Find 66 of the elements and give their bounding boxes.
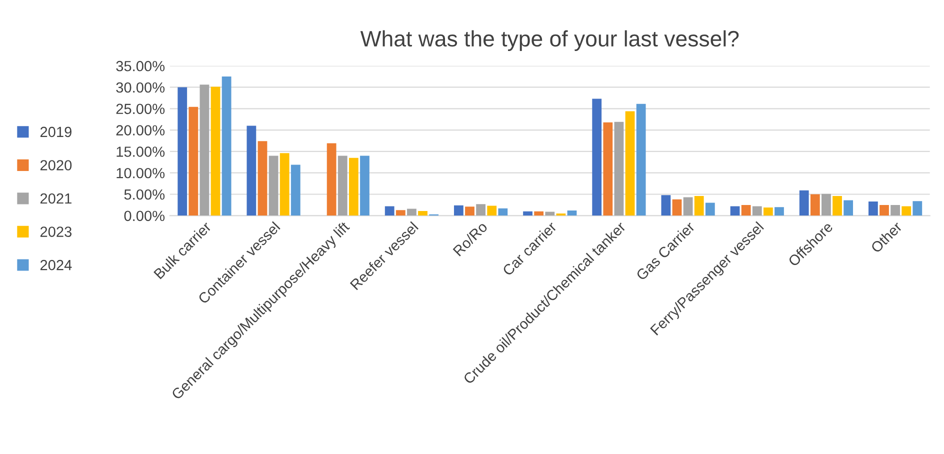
bar (567, 210, 577, 216)
bar (188, 106, 198, 216)
bar (592, 98, 602, 216)
bar (338, 156, 348, 216)
bar (348, 158, 358, 216)
bar (694, 196, 704, 216)
y-tick-label: 0.00% (124, 210, 165, 222)
bar (246, 126, 256, 216)
bar (200, 84, 210, 216)
bar (222, 76, 232, 216)
legend-label: 2020 (40, 160, 72, 170)
bar (418, 210, 428, 216)
bar (822, 194, 831, 216)
y-tick-label: 25.00% (116, 104, 165, 114)
legend-label: 2019 (40, 126, 72, 138)
y-tick-label: 10.00% (116, 168, 165, 178)
bar (545, 212, 555, 216)
bar (465, 206, 474, 216)
bar (476, 204, 486, 216)
bar (384, 206, 394, 216)
bar (752, 206, 762, 216)
bar (614, 122, 624, 216)
bar (810, 194, 820, 216)
legend-label: 2021 (40, 193, 72, 204)
bar (672, 199, 682, 216)
bar (880, 204, 889, 216)
bar (523, 211, 532, 216)
bar (912, 201, 922, 216)
bar (268, 156, 278, 216)
bar (636, 104, 646, 216)
bar (258, 141, 268, 216)
bar (487, 206, 497, 216)
bar (603, 122, 613, 216)
y-tick-label: 20.00% (116, 125, 165, 136)
bar (326, 143, 336, 216)
y-tick-label: 15.00% (116, 146, 165, 157)
bar (498, 208, 508, 216)
y-tick-label: 35.00% (116, 60, 165, 72)
bar (741, 204, 751, 216)
bar (774, 207, 784, 216)
bar (890, 204, 900, 216)
bar (844, 200, 854, 216)
y-tick-label: 5.00% (124, 189, 165, 200)
bar (902, 206, 912, 216)
bar (454, 205, 464, 216)
bar (360, 156, 370, 216)
bar (683, 197, 693, 216)
bar (178, 87, 188, 216)
bar (763, 208, 773, 216)
bar (661, 195, 671, 216)
bar (868, 202, 878, 216)
bar (625, 111, 635, 216)
bar (705, 202, 715, 216)
chart-title: What was the type of your last vessel? (360, 30, 739, 51)
bar (407, 208, 416, 216)
bar (280, 153, 290, 216)
bar (832, 196, 842, 216)
bar (290, 164, 300, 216)
bar (799, 190, 809, 216)
bar (730, 206, 740, 216)
bar (396, 210, 406, 216)
bar (534, 211, 544, 216)
y-tick-label: 30.00% (116, 82, 165, 93)
legend-label: 2023 (40, 226, 72, 237)
bar (210, 86, 220, 216)
legend-label: 2024 (40, 260, 72, 270)
